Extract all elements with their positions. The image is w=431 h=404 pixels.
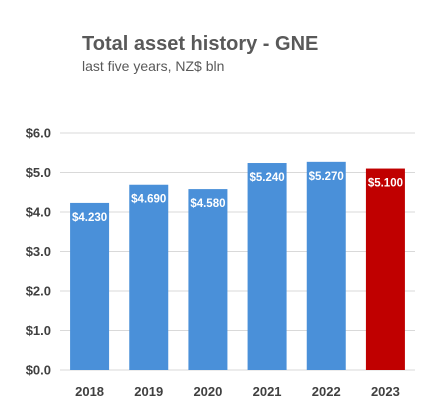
bar-2022 xyxy=(306,161,346,370)
bar-2019 xyxy=(129,184,169,370)
bar-2020 xyxy=(188,189,228,370)
y-tick-label: $1.0 xyxy=(26,323,51,338)
bar-2018 xyxy=(70,202,110,370)
chart-title: Total asset history - GNE xyxy=(82,33,318,55)
y-tick-label: $5.0 xyxy=(26,165,51,180)
bars xyxy=(70,161,405,370)
gridlines xyxy=(60,132,415,371)
y-tick-label: $2.0 xyxy=(26,284,51,299)
x-tick-label-2018: 2018 xyxy=(75,384,104,399)
data-labels: $4.230 $4.690 $4.580 $5.240 $5.270 $5.100 xyxy=(72,171,403,224)
y-tick-label: $6.0 xyxy=(26,126,51,141)
x-tick-label-2020: 2020 xyxy=(193,384,222,399)
data-label-2018: $4.230 xyxy=(72,212,107,224)
data-label-2023: $5.100 xyxy=(368,178,403,190)
y-axis-ticks: $0.0 $1.0 $2.0 $3.0 $4.0 $5.0 $6.0 xyxy=(26,126,51,378)
data-label-2022: $5.270 xyxy=(309,171,344,183)
x-tick-label-2023: 2023 xyxy=(371,384,400,399)
chart-subtitle: last five years, NZ$ bln xyxy=(82,58,224,74)
data-label-2021: $5.240 xyxy=(249,172,284,184)
bar-2021 xyxy=(247,163,287,370)
data-label-2020: $4.580 xyxy=(190,198,225,210)
bar-2023 xyxy=(365,168,405,370)
x-tick-label-2022: 2022 xyxy=(312,384,341,399)
y-tick-label: $3.0 xyxy=(26,244,51,259)
data-label-2019: $4.690 xyxy=(131,194,166,206)
y-tick-label: $4.0 xyxy=(26,205,51,220)
x-axis-ticks: 2018 2019 2020 2021 2022 2023 xyxy=(75,384,400,399)
x-tick-label-2021: 2021 xyxy=(253,384,282,399)
x-tick-label-2019: 2019 xyxy=(134,384,163,399)
y-tick-label: $0.0 xyxy=(26,363,51,378)
